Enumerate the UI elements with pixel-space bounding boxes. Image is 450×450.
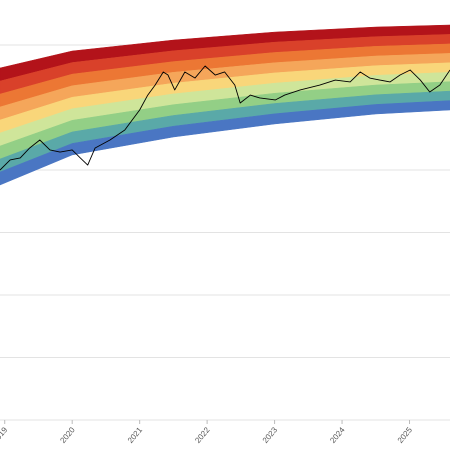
- x-tick-label: 2022: [193, 425, 212, 445]
- price-line: [0, 65, 450, 171]
- rainbow-band: [0, 100, 450, 186]
- x-tick-label: 2021: [126, 425, 145, 445]
- x-tick-label: 2025: [396, 425, 415, 445]
- x-tick-label: 2019: [0, 425, 10, 445]
- x-tick-label: 2023: [261, 425, 280, 445]
- x-tick-label: 2024: [328, 425, 347, 445]
- x-tick-label: 2020: [58, 425, 77, 445]
